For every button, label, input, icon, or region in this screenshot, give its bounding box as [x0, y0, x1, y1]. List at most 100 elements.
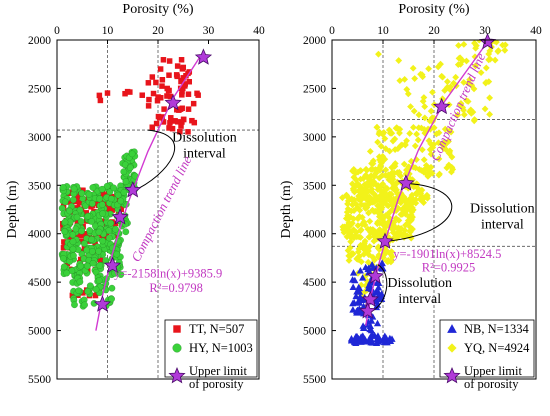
- point-square: [60, 245, 67, 251]
- legend-label: NB, N=1334: [464, 322, 529, 336]
- point-diamond: [482, 79, 490, 87]
- point-diamond: [448, 168, 455, 176]
- point-circle: [88, 248, 96, 255]
- point-diamond: [356, 213, 363, 220]
- point-diamond: [385, 126, 393, 134]
- point-diamond: [404, 90, 412, 98]
- point-diamond: [360, 241, 368, 249]
- point-diamond: [485, 50, 493, 58]
- point-triangle: [355, 299, 364, 306]
- point-diamond: [389, 226, 397, 233]
- point-diamond: [416, 188, 424, 195]
- point-circle: [128, 150, 136, 158]
- point-diamond: [388, 129, 396, 137]
- point-diamond: [382, 171, 389, 179]
- point-diamond: [353, 182, 360, 189]
- point-diamond: [345, 252, 353, 260]
- point-diamond: [379, 180, 387, 188]
- point-circle: [120, 168, 128, 176]
- x-tick-label: 20: [152, 25, 164, 37]
- point-square: [157, 66, 164, 72]
- point-diamond: [369, 166, 376, 173]
- dissolution-interval-label: Dissolution interval: [172, 131, 237, 162]
- point-diamond: [429, 144, 437, 151]
- point-square: [167, 93, 174, 100]
- point-diamond: [387, 250, 395, 258]
- point-square: [146, 96, 152, 103]
- point-triangle: [356, 267, 364, 274]
- legend-upper-limit-label: Upper limit of porosity: [464, 364, 523, 391]
- point-square: [74, 218, 81, 225]
- point-square: [177, 85, 184, 92]
- point-circle: [72, 225, 80, 233]
- point-diamond: [392, 214, 400, 222]
- point-diamond: [366, 225, 374, 233]
- point-diamond: [401, 140, 409, 148]
- point-diamond: [447, 83, 454, 91]
- point-square: [157, 115, 163, 121]
- point-triangle: [368, 260, 376, 268]
- point-square: [166, 72, 172, 78]
- y-tick-label: 4000: [28, 229, 51, 241]
- point-diamond: [402, 221, 409, 229]
- point-square: [166, 125, 172, 131]
- point-diamond: [349, 201, 356, 209]
- point-circle: [96, 262, 104, 269]
- point-diamond: [414, 185, 422, 193]
- point-diamond: [356, 206, 364, 214]
- point-diamond: [357, 227, 364, 235]
- point-square: [175, 119, 181, 125]
- point-diamond: [446, 147, 454, 155]
- point-triangle: [350, 299, 358, 306]
- point-diamond: [463, 57, 470, 65]
- y-tick-label: 2500: [303, 83, 326, 95]
- point-diamond: [352, 176, 360, 184]
- point-diamond: [382, 248, 390, 256]
- upper-limit-star: [366, 267, 384, 284]
- point-diamond: [348, 219, 356, 227]
- legend-star-marker: [443, 366, 461, 384]
- point-diamond: [403, 86, 411, 93]
- point-diamond: [343, 192, 351, 199]
- point-triangle: [375, 333, 383, 341]
- point-circle: [84, 262, 91, 270]
- point-circle: [71, 301, 78, 309]
- point-square: [122, 90, 128, 97]
- point-square: [67, 199, 73, 205]
- point-square: [104, 90, 111, 96]
- upper-limit-star: [194, 48, 213, 65]
- legend-marker-diamond: [447, 343, 457, 353]
- point-square: [178, 123, 184, 129]
- point-circle: [78, 227, 85, 235]
- point-square: [160, 57, 167, 63]
- point-square: [92, 292, 99, 299]
- y-tick-label: 4500: [28, 277, 51, 289]
- point-diamond: [354, 222, 362, 229]
- point-diamond: [415, 165, 423, 173]
- point-diamond: [366, 217, 374, 225]
- point-diamond: [379, 215, 387, 223]
- point-square: [185, 129, 191, 135]
- point-diamond: [414, 136, 422, 144]
- point-square: [145, 80, 152, 86]
- point-diamond: [501, 46, 509, 54]
- point-diamond: [366, 147, 374, 155]
- point-circle: [63, 269, 71, 277]
- x-tick-label: 40: [530, 25, 542, 37]
- point-diamond: [371, 256, 378, 264]
- point-diamond: [393, 180, 400, 187]
- point-diamond: [439, 95, 446, 103]
- point-circle: [95, 247, 102, 255]
- point-diamond: [368, 185, 376, 193]
- point-circle: [105, 234, 113, 242]
- x-tick-label: 30: [203, 25, 215, 37]
- legend-marker-triangle: [447, 324, 457, 333]
- point-triangle: [349, 283, 357, 290]
- point-square: [97, 257, 104, 263]
- y-tick-label: 5000: [303, 326, 326, 338]
- point-diamond: [481, 105, 489, 113]
- point-square: [178, 77, 185, 84]
- point-diamond: [366, 233, 374, 241]
- point-diamond: [352, 228, 360, 236]
- point-diamond: [382, 184, 390, 192]
